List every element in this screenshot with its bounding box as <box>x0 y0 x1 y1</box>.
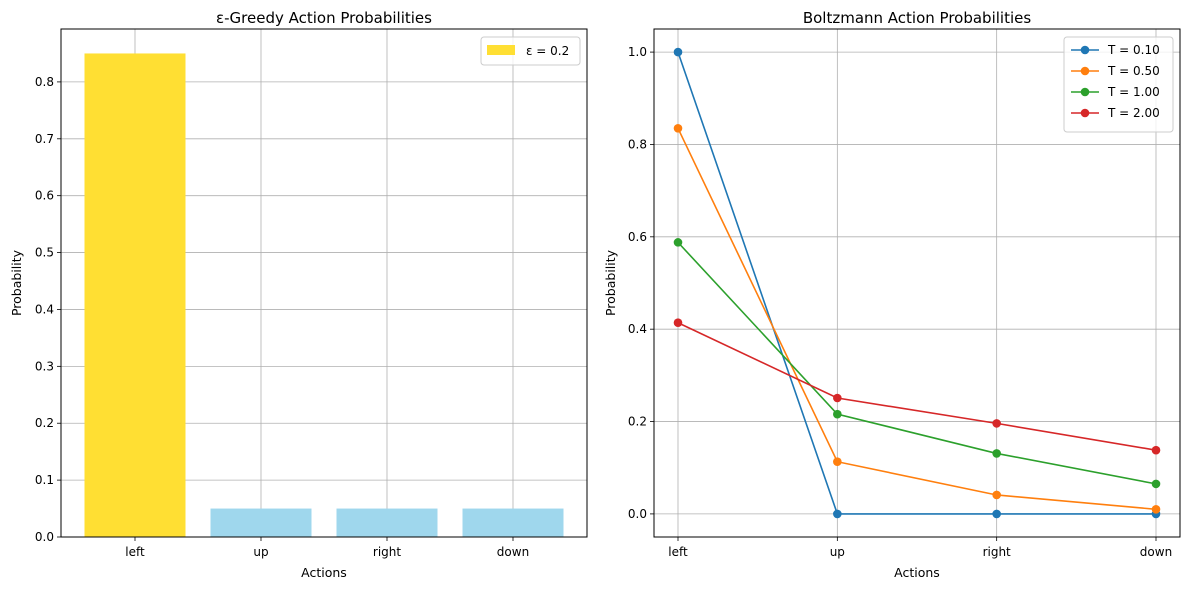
right-legend: T = 0.10 T = 0.50 T = 1.00 T = 2.00 <box>1063 36 1174 133</box>
epsilon-greedy-chart: 0.0 0.1 0.2 0.3 0.4 0.5 0.6 0.7 0.8 left up right d… <box>9 9 588 580</box>
right-x-tick-label: left <box>668 545 688 559</box>
series-0-point-right <box>992 509 1001 519</box>
left-bar-right <box>336 508 438 537</box>
left-chart-title: ε-Greedy Action Probabilities <box>216 9 432 27</box>
right-legend-items: T = 0.10 T = 0.50 T = 1.00 T = 2.00 <box>1071 43 1160 120</box>
series-0-point-left <box>673 47 683 57</box>
right-x-axis-label: Actions <box>894 565 940 580</box>
legend-label-2: T = 1.00 <box>1107 85 1160 99</box>
right-y-ticks: 0.0 0.2 0.4 0.6 0.8 1.0 <box>628 45 654 521</box>
left-y-tick-label: 0.8 <box>35 75 54 89</box>
right-series <box>673 47 1161 519</box>
left-y-tick-label: 0.5 <box>35 246 54 260</box>
series-2-point-down <box>1151 479 1161 489</box>
left-y-tick-label: 0.7 <box>35 132 54 146</box>
right-y-tick-label: 1.0 <box>628 45 647 59</box>
left-legend-label: ε = 0.2 <box>526 44 569 58</box>
series-3-point-down <box>1151 445 1161 455</box>
left-bar-left <box>84 53 186 537</box>
series-1-point-down <box>1151 504 1161 514</box>
series-line-0 <box>677 51 1156 515</box>
left-bars <box>84 53 564 537</box>
left-legend: ε = 0.2 <box>480 36 581 66</box>
right-axes-frame <box>653 28 1181 538</box>
left-y-tick-label: 0.3 <box>35 359 54 373</box>
right-y-tick-label: 0.8 <box>628 137 647 151</box>
left-legend-box <box>480 36 581 66</box>
left-x-tick-label: right <box>373 545 401 559</box>
series-2-point-right <box>992 449 1001 458</box>
legend-label-3: T = 2.00 <box>1107 106 1160 120</box>
left-x-axis-label: Actions <box>301 565 347 580</box>
left-y-tick-label: 0.4 <box>35 302 54 316</box>
right-y-tick-label: 0.4 <box>628 322 647 336</box>
legend-label-0: T = 0.10 <box>1107 43 1160 57</box>
right-chart-title: Boltzmann Action Probabilities <box>803 9 1032 27</box>
legend-marker-3 <box>1080 108 1090 118</box>
right-x-tick-label: down <box>1140 545 1172 559</box>
left-y-tick-label: 0.0 <box>35 530 54 544</box>
left-y-ticks: 0.0 0.1 0.2 0.3 0.4 0.5 0.6 0.7 0.8 <box>35 75 61 544</box>
series-1-point-right <box>992 490 1001 500</box>
left-y-tick-label: 0.1 <box>35 473 54 487</box>
left-legend-swatch <box>487 45 515 55</box>
series-line-3 <box>677 321 1157 451</box>
boltzmann-chart: 0.0 0.2 0.4 0.6 0.8 1.0 left up right down Boltz… <box>603 9 1181 580</box>
series-line-1 <box>677 127 1157 511</box>
right-x-tick-label: up <box>830 545 845 559</box>
series-2-point-up <box>833 409 842 419</box>
left-y-tick-label: 0.2 <box>35 416 54 430</box>
series-line-2 <box>677 241 1157 485</box>
legend-marker-0 <box>1080 45 1090 55</box>
series-3-point-right <box>992 419 1001 428</box>
left-axes-frame <box>60 28 588 538</box>
left-y-tick-label: 0.6 <box>35 189 54 203</box>
left-x-ticks: left up right down <box>125 537 529 559</box>
right-x-tick-label: right <box>983 545 1011 559</box>
left-y-axis-label: Probability <box>9 249 24 316</box>
legend-marker-1 <box>1080 66 1090 76</box>
series-3-point-left <box>673 318 683 328</box>
right-y-axis-label: Probability <box>603 249 618 316</box>
legend-label-1: T = 0.50 <box>1107 64 1160 78</box>
right-legend-box <box>1063 36 1174 133</box>
right-y-tick-label: 0.0 <box>628 507 647 521</box>
right-x-ticks: left up right down <box>668 537 1172 559</box>
right-y-tick-label: 0.2 <box>628 415 647 429</box>
left-bar-up <box>210 508 312 537</box>
series-2-point-left <box>673 238 683 247</box>
series-1-point-left <box>673 123 683 133</box>
legend-marker-2 <box>1080 87 1090 97</box>
left-x-tick-label: up <box>253 545 268 559</box>
left-x-tick-label: down <box>497 545 529 559</box>
series-0-point-up <box>833 509 842 519</box>
right-y-tick-label: 0.6 <box>628 230 647 244</box>
left-bar-down <box>462 508 564 537</box>
left-x-tick-label: left <box>125 545 145 559</box>
series-3-point-up <box>833 393 842 403</box>
series-1-point-up <box>833 457 842 467</box>
